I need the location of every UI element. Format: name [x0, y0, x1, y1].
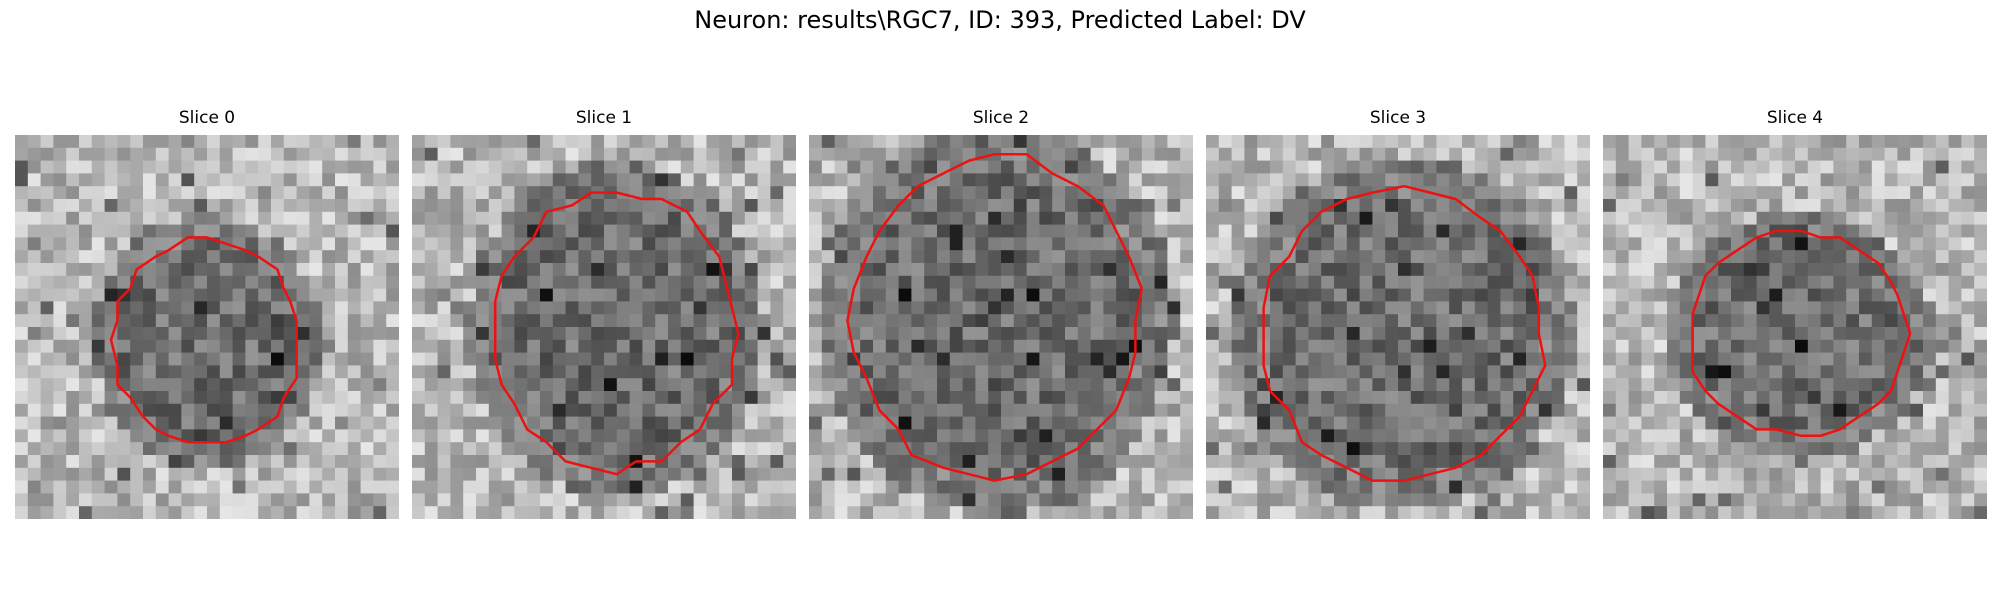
slice-title: Slice 1: [575, 108, 633, 128]
slice-image-svg: [15, 135, 399, 519]
slice-title: Slice 4: [1766, 108, 1824, 128]
slice-image-svg: [1603, 135, 1987, 519]
slice-image: [809, 135, 1193, 519]
slice-panel-1: Slice 1: [412, 108, 796, 519]
slice-image-svg: [412, 135, 796, 519]
segmentation-contour: [1691, 229, 1912, 438]
slice-panel-2: Slice 2: [809, 108, 1193, 519]
slice-image: [1603, 135, 1987, 519]
slice-image-svg: [1206, 135, 1590, 519]
segmentation-contour: [1262, 184, 1547, 482]
slice-image: [15, 135, 399, 519]
segmentation-contour: [109, 236, 298, 444]
slice-panel-4: Slice 4: [1603, 108, 1987, 519]
segmentation-contour: [846, 152, 1144, 482]
slice-image: [1206, 135, 1590, 519]
slice-title: Slice 0: [178, 108, 236, 128]
slice-panel-3: Slice 3: [1206, 108, 1590, 519]
slice-image: [412, 135, 796, 519]
segmentation-contour: [493, 191, 740, 476]
slice-title: Slice 3: [1369, 108, 1427, 128]
figure-title: Neuron: results\RGC7, ID: 393, Predicted…: [694, 6, 1306, 34]
slice-panel-0: Slice 0: [15, 108, 399, 519]
slice-title: Slice 2: [972, 108, 1030, 128]
slice-image-svg: [809, 135, 1193, 519]
